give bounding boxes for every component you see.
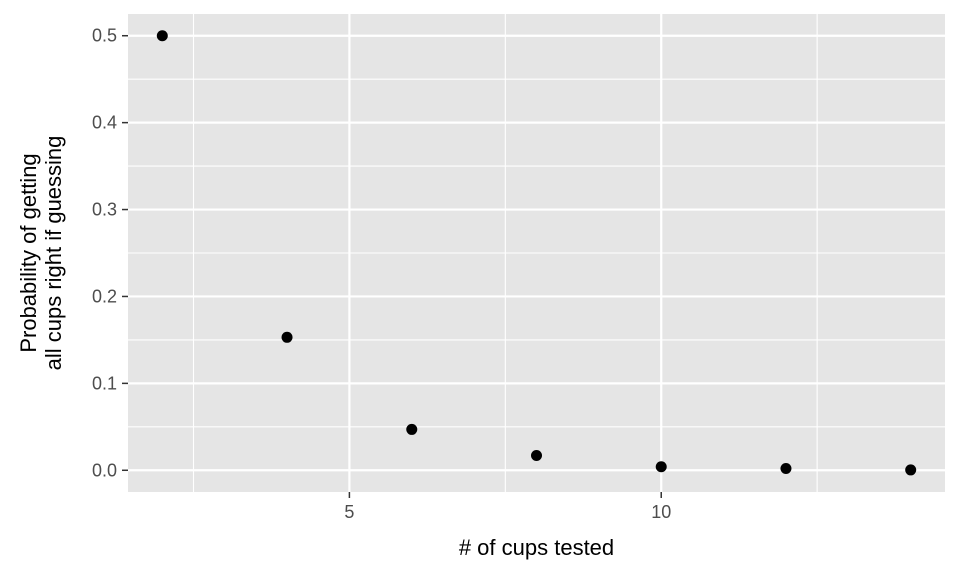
data-point bbox=[156, 30, 168, 42]
y-tick-label: 0.3 bbox=[92, 200, 117, 220]
y-tick-label: 0.4 bbox=[92, 113, 117, 133]
data-point bbox=[281, 331, 293, 343]
data-point bbox=[905, 464, 917, 476]
y-axis-title-line-1: Probability of getting bbox=[16, 153, 41, 352]
x-axis-title: # of cups tested bbox=[459, 535, 614, 560]
data-point bbox=[531, 449, 542, 461]
data-point bbox=[780, 463, 792, 475]
data-point bbox=[655, 461, 667, 473]
y-tick-label: 0.0 bbox=[92, 460, 117, 480]
data-point bbox=[406, 423, 418, 435]
major-gridlines bbox=[128, 14, 945, 492]
y-axis: 0.0 0.1 0.2 0.3 0.4 0.5 bbox=[92, 26, 128, 480]
x-tick-label: 10 bbox=[651, 502, 671, 522]
y-tick-label: 0.2 bbox=[92, 286, 117, 306]
y-axis-title-line-2: all cups right if guessing bbox=[41, 136, 66, 371]
x-tick-label: 5 bbox=[344, 502, 354, 522]
y-tick-label: 0.1 bbox=[92, 373, 117, 393]
y-tick-label: 0.5 bbox=[92, 26, 117, 46]
x-axis: 5 10 bbox=[344, 492, 671, 522]
data-points bbox=[156, 30, 917, 476]
minor-gridlines bbox=[128, 14, 945, 492]
y-axis-title: Probability of getting all cups right if… bbox=[16, 136, 66, 371]
